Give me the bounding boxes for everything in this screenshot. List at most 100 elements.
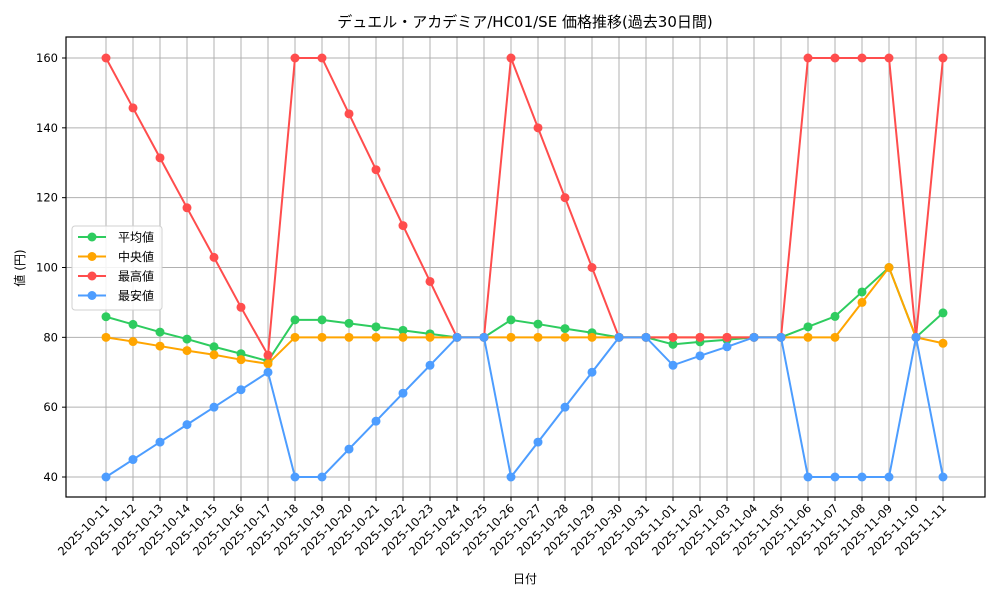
data-point: [506, 315, 516, 325]
data-point: [587, 367, 597, 377]
series-path: [105, 265, 944, 363]
data-point: [317, 315, 327, 325]
data-point: [857, 297, 867, 307]
data-point: [560, 324, 570, 334]
data-point: [290, 315, 300, 325]
data-point: [128, 337, 138, 347]
data-point: [155, 153, 165, 163]
data-point: [749, 332, 759, 342]
data-point: [263, 350, 273, 360]
data-point: [263, 359, 273, 369]
data-point: [317, 472, 327, 482]
data-point: [506, 472, 516, 482]
series-line: [101, 263, 948, 369]
data-point: [830, 472, 840, 482]
data-point: [101, 312, 111, 322]
data-point: [182, 203, 192, 213]
data-point: [371, 165, 381, 175]
data-point: [398, 388, 408, 398]
data-point: [398, 325, 408, 335]
y-tick-label: 120: [36, 191, 58, 205]
data-point: [938, 308, 948, 318]
data-point: [182, 346, 192, 356]
data-point: [803, 332, 813, 342]
data-point: [857, 287, 867, 297]
x-axis-ticks: 2025-10-112025-10-122025-10-132025-10-14…: [55, 497, 949, 558]
data-point: [101, 472, 111, 482]
data-point: [236, 302, 246, 312]
y-tick-label: 160: [36, 51, 58, 65]
data-point: [533, 437, 543, 447]
data-point: [236, 355, 246, 365]
data-point: [371, 322, 381, 332]
data-point: [722, 342, 732, 352]
data-point: [587, 332, 597, 342]
data-point: [398, 221, 408, 231]
y-axis-ticks: 40 60 80 100 120 140 160: [36, 51, 66, 484]
data-point: [560, 332, 570, 342]
y-tick-label: 140: [36, 121, 58, 135]
data-point: [911, 332, 921, 342]
data-point: [884, 472, 894, 482]
y-tick-label: 40: [43, 470, 58, 484]
data-point: [128, 103, 138, 113]
data-point: [182, 420, 192, 430]
data-point: [722, 332, 732, 342]
x-axis-label: 日付: [513, 572, 537, 586]
legend-marker: [87, 232, 97, 242]
data-point: [290, 472, 300, 482]
data-point: [560, 193, 570, 203]
data-point: [101, 332, 111, 342]
data-point: [668, 332, 678, 342]
data-point: [803, 53, 813, 63]
data-point: [344, 109, 354, 119]
grid-lines: [66, 37, 985, 497]
data-point: [236, 385, 246, 395]
data-point: [614, 332, 624, 342]
data-point: [938, 53, 948, 63]
legend-box: [71, 225, 163, 311]
data-point: [830, 53, 840, 63]
series-path: [105, 336, 944, 480]
y-axis-label: 値 (円): [12, 249, 27, 286]
data-point: [938, 472, 948, 482]
data-point: [425, 276, 435, 286]
data-point: [101, 53, 111, 63]
data-point: [857, 472, 867, 482]
data-point: [560, 402, 570, 412]
data-point: [884, 263, 894, 272]
y-tick-label: 100: [36, 261, 58, 275]
y-tick-label: 80: [43, 330, 58, 344]
legend-label: 最高値: [118, 269, 154, 284]
legend-label: 最安値: [118, 288, 154, 303]
data-point: [344, 332, 354, 342]
series-line: [101, 263, 948, 366]
data-point: [317, 332, 327, 342]
data-point: [182, 334, 192, 344]
series-path: [105, 57, 944, 359]
data-point: [263, 367, 273, 377]
data-point: [209, 252, 219, 262]
data-point: [425, 360, 435, 370]
data-point: [668, 339, 678, 349]
data-point: [452, 332, 462, 342]
data-point: [425, 332, 435, 342]
y-tick-label: 60: [43, 400, 58, 414]
data-point: [344, 318, 354, 328]
data-point: [695, 332, 705, 342]
chart-title: デュエル・アカデミア/HC01/SE 価格推移(過去30日間): [337, 13, 713, 31]
data-point: [155, 341, 165, 351]
data-point: [209, 402, 219, 412]
data-point: [128, 455, 138, 465]
data-point: [776, 332, 786, 342]
data-point: [290, 332, 300, 342]
data-point: [857, 53, 867, 63]
data-point: [506, 332, 516, 342]
data-point: [830, 332, 840, 342]
legend-marker: [87, 291, 97, 300]
data-point: [695, 351, 705, 361]
series-line: [101, 332, 948, 482]
legend-label: 中央値: [118, 249, 154, 264]
data-point: [830, 311, 840, 321]
